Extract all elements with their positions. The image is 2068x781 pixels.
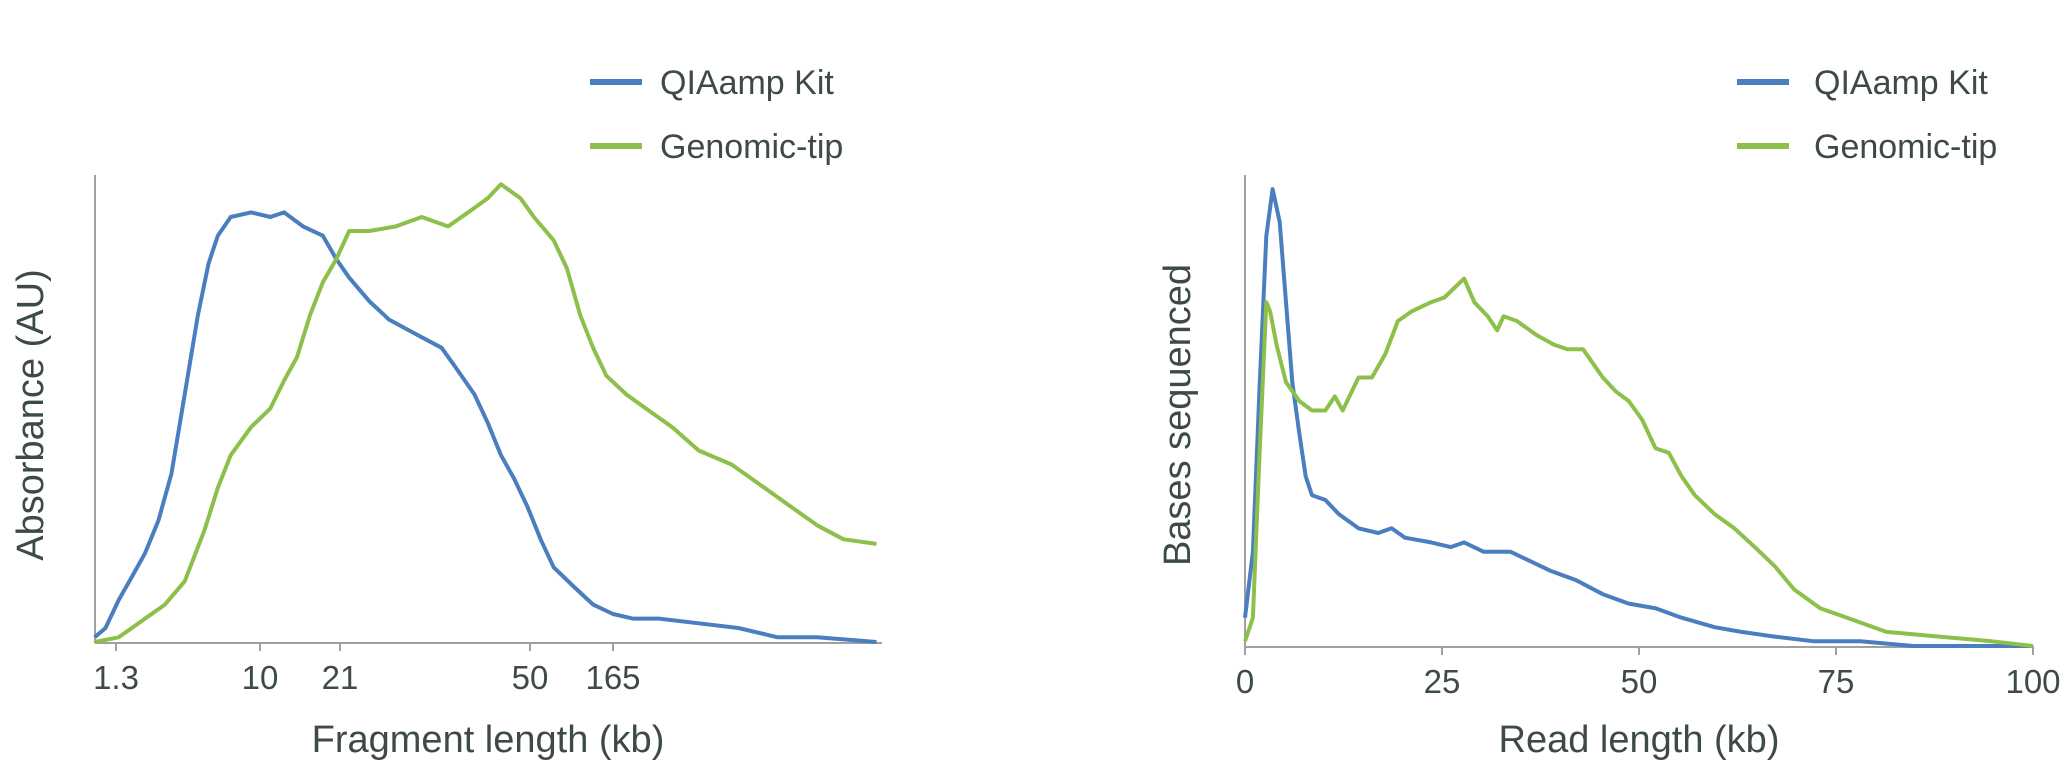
legend-label: QIAamp Kit — [660, 64, 834, 102]
series-line-qiaamp-kit — [93, 210, 877, 644]
legend-label: Genomic-tip — [1814, 128, 1997, 166]
legend-label: Genomic-tip — [660, 128, 843, 166]
legend-label: QIAamp Kit — [1814, 64, 1988, 102]
x-axis-title: Read length (kb) — [1499, 719, 1780, 761]
series-line-genomic-tip — [94, 182, 877, 644]
series-line-genomic-tip — [1243, 276, 2034, 648]
x-tick-label: 0 — [1236, 663, 1254, 700]
x-tick-label: 21 — [322, 659, 359, 696]
series-group — [93, 182, 877, 644]
x-tick-label: 1.3 — [93, 659, 139, 696]
y-axis-title: Bases sequenced — [1157, 264, 1199, 566]
legend: QIAamp Kit Genomic-tip — [1737, 64, 1997, 166]
x-tick-label: 50 — [1621, 663, 1658, 700]
y-axis-title: Absorbance (AU) — [10, 269, 52, 560]
x-axis-title: Fragment length (kb) — [312, 719, 665, 761]
chart-read-length: 0 25 50 75 100 Read length (kb) Bases sequen… — [1157, 64, 2061, 761]
x-tick-label: 100 — [2005, 663, 2060, 700]
x-tick-label: 50 — [512, 659, 549, 696]
series-group — [1243, 187, 2034, 648]
x-ticks: 0 25 50 75 100 — [1236, 647, 2061, 700]
x-tick-label: 10 — [242, 659, 279, 696]
series-line-qiaamp-kit — [1243, 187, 2033, 648]
chart-fragment-length: 1.3 10 21 50 165 Fragment length (kb) Absorb… — [10, 64, 882, 761]
x-tick-label: 75 — [1818, 663, 1855, 700]
x-ticks: 1.3 10 21 50 165 — [93, 643, 641, 696]
legend: QIAamp Kit Genomic-tip — [590, 64, 843, 166]
x-tick-label: 25 — [1424, 663, 1461, 700]
x-tick-label: 165 — [585, 659, 640, 696]
